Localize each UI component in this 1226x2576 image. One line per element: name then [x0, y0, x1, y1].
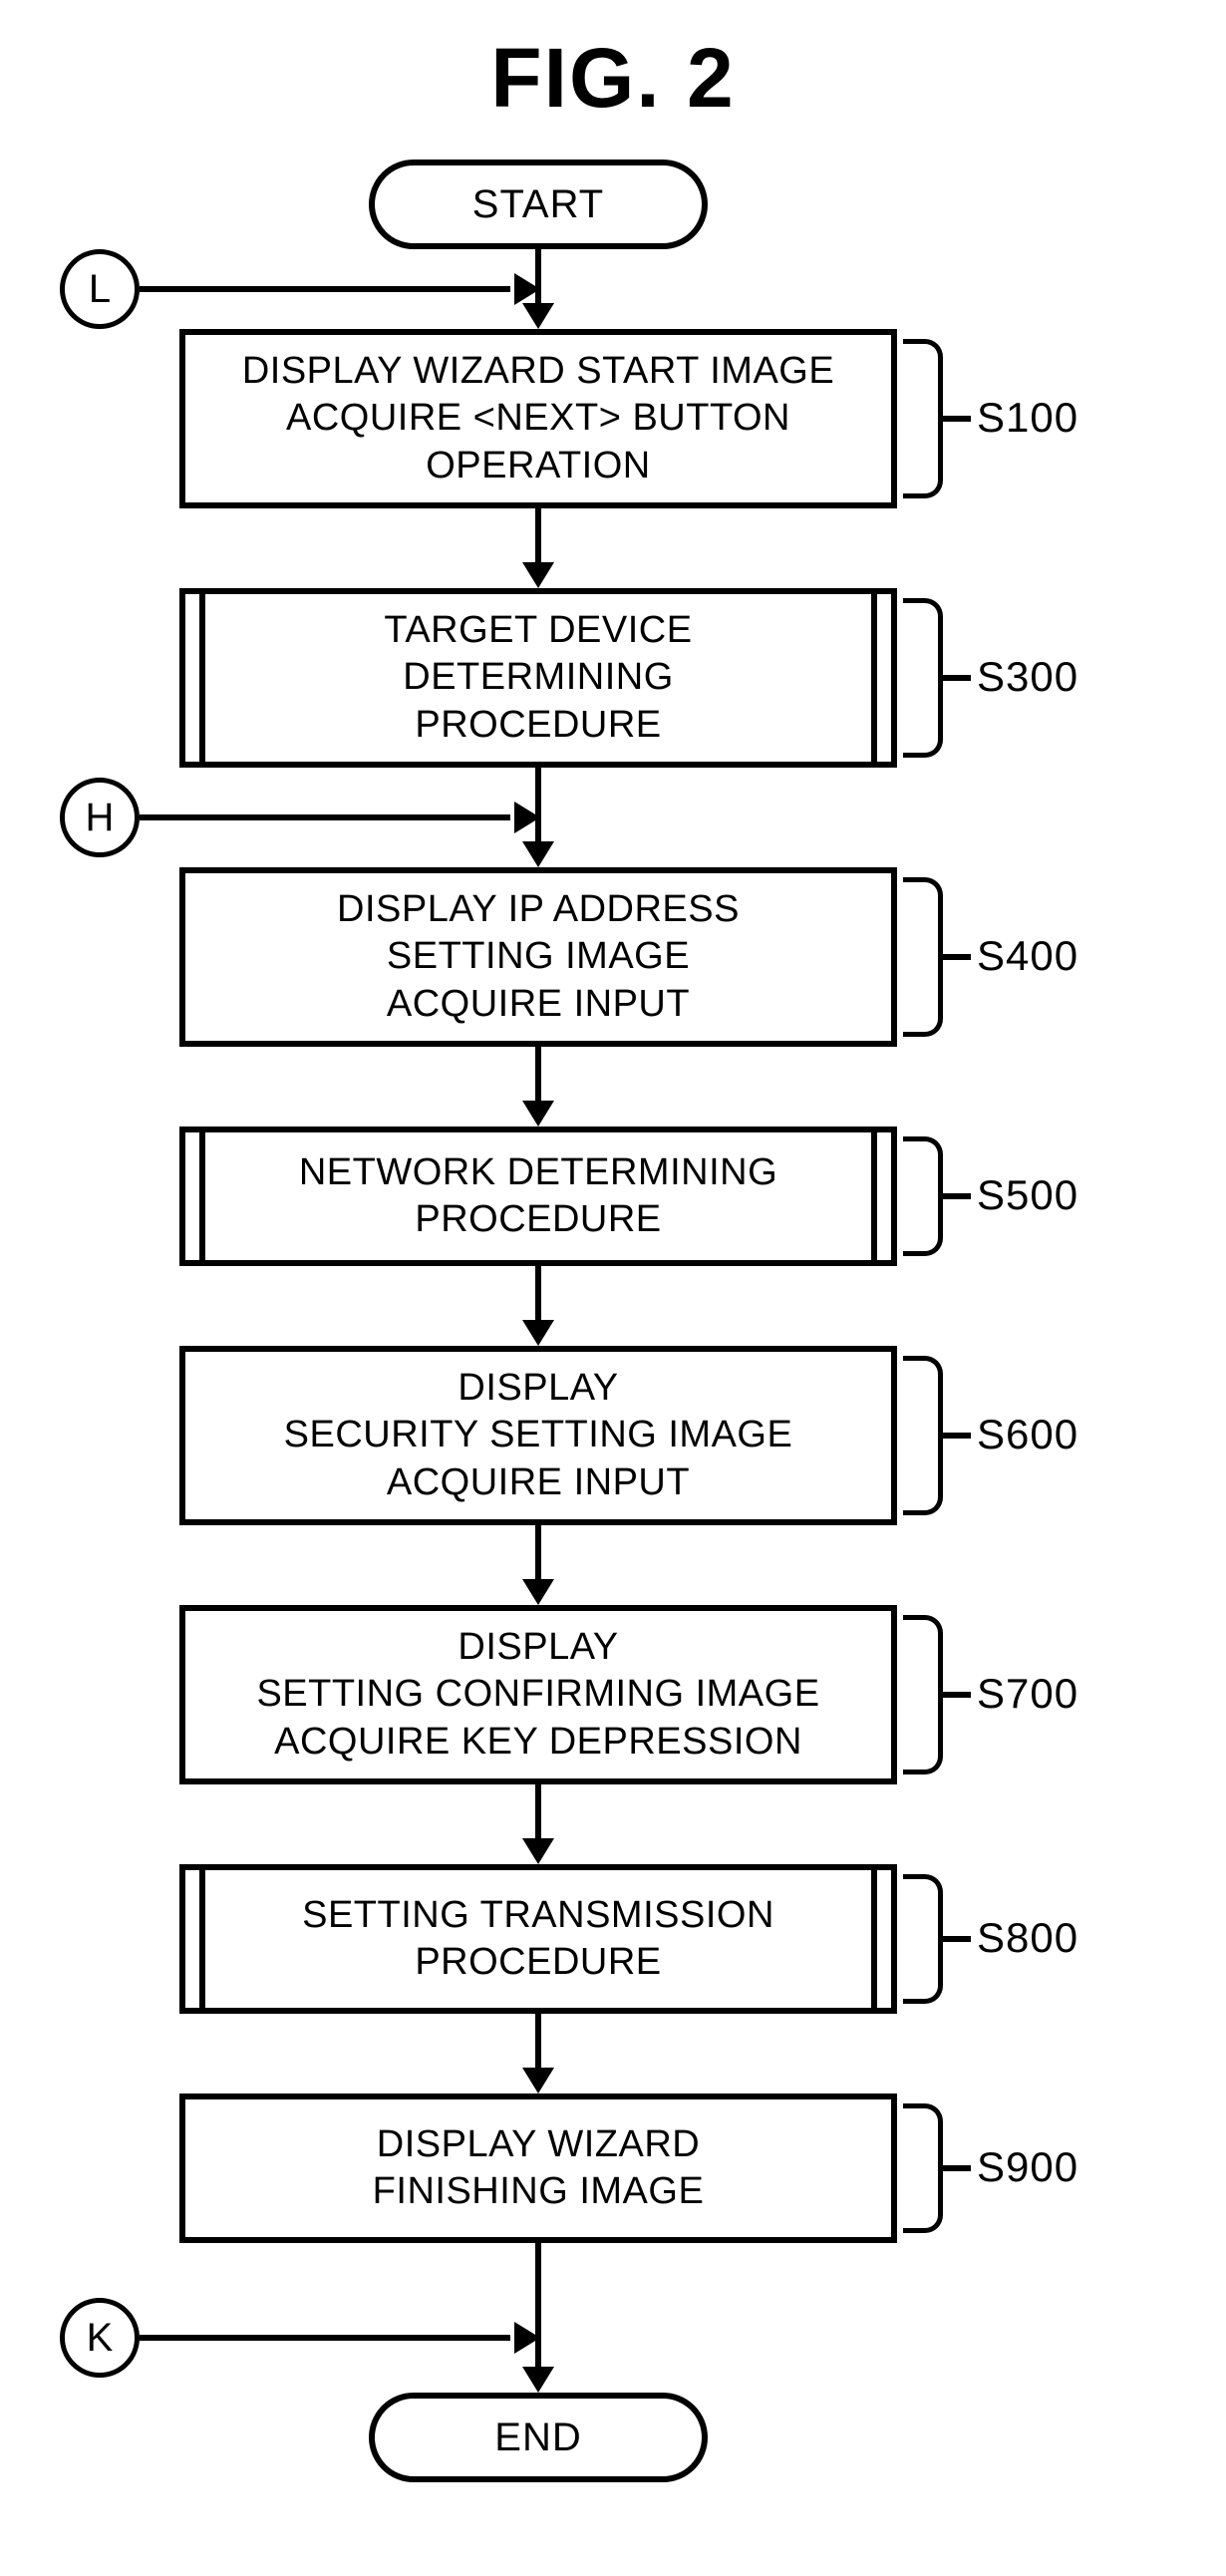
- step-label-s600: S600: [977, 1411, 1078, 1458]
- step-s300: TARGET DEVICE DETERMINING PROCEDURE: [179, 588, 897, 768]
- connector-l: L: [60, 249, 140, 329]
- connector-k: K: [60, 2298, 140, 2378]
- step-label-s100: S100: [977, 394, 1078, 442]
- step-s600: DISPLAY SECURITY SETTING IMAGE ACQUIRE I…: [179, 1346, 897, 1525]
- step-bracket: [903, 598, 943, 758]
- step-bracket: [903, 1615, 943, 1774]
- figure-title: FIG. 2: [0, 30, 1226, 127]
- step-s900: DISPLAY WIZARD FINISHING IMAGE: [179, 2093, 897, 2243]
- step-label-s900: S900: [977, 2143, 1078, 2191]
- step-s700: DISPLAY SETTING CONFIRMING IMAGE ACQUIRE…: [179, 1605, 897, 1784]
- step-s500: NETWORK DETERMINING PROCEDURE: [179, 1127, 897, 1266]
- step-label-s300: S300: [977, 653, 1078, 701]
- step-bracket: [903, 877, 943, 1037]
- terminal-start: START: [369, 160, 708, 249]
- step-bracket: [903, 2103, 943, 2233]
- step-label-s800: S800: [977, 1914, 1078, 1962]
- step-s100: DISPLAY WIZARD START IMAGE ACQUIRE <NEXT…: [179, 329, 897, 508]
- step-label-s500: S500: [977, 1171, 1078, 1219]
- step-s400: DISPLAY IP ADDRESS SETTING IMAGE ACQUIRE…: [179, 867, 897, 1047]
- step-label-s400: S400: [977, 932, 1078, 980]
- step-bracket: [903, 1356, 943, 1515]
- step-bracket: [903, 339, 943, 498]
- step-s800: SETTING TRANSMISSION PROCEDURE: [179, 1864, 897, 2014]
- step-bracket: [903, 1874, 943, 2004]
- step-label-s700: S700: [977, 1670, 1078, 1718]
- connector-h: H: [60, 778, 140, 857]
- terminal-end: END: [369, 2393, 708, 2482]
- step-bracket: [903, 1136, 943, 1256]
